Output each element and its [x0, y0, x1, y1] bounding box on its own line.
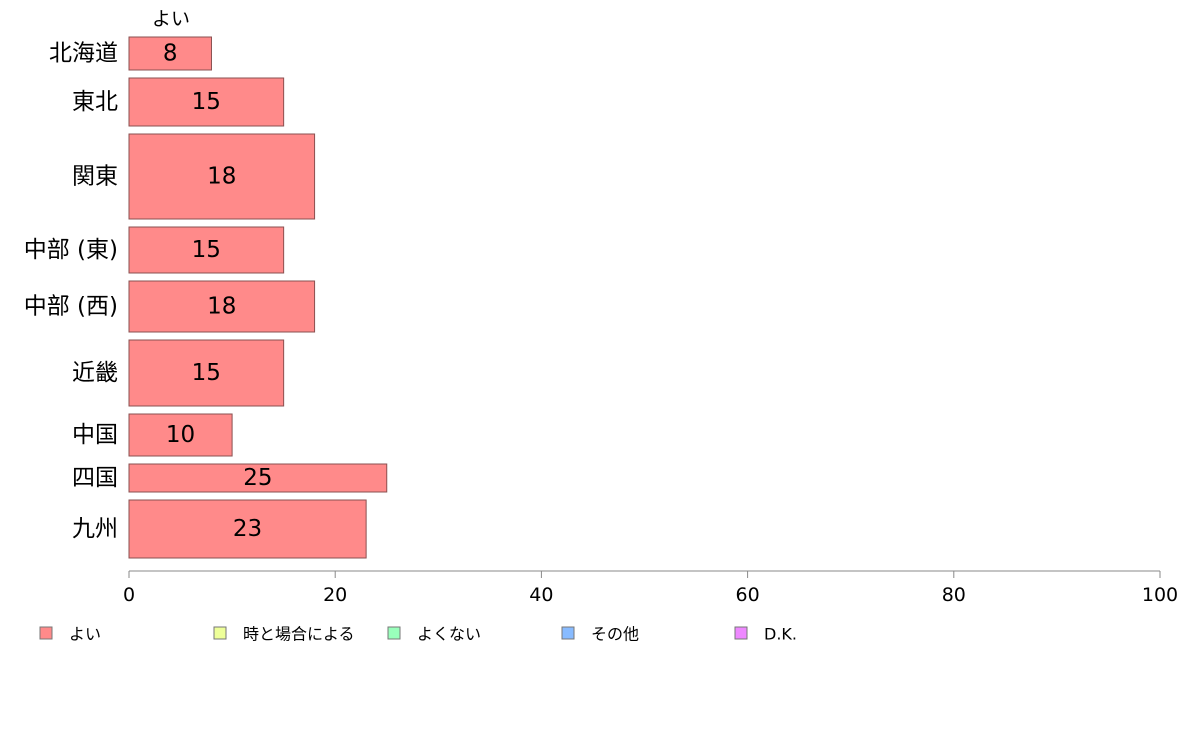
- legend-swatch: [734, 626, 748, 640]
- bar-segment: [128, 499, 367, 559]
- bar-segment: [128, 226, 285, 274]
- legend-swatch: [561, 626, 575, 640]
- category-label: 九州: [72, 516, 118, 542]
- series-top-label: よい: [152, 8, 190, 30]
- bars-layer: 北海道 8 東北 15 関東 18 中部 (東) 15 中部 (西) 18 近畿 15 中国 10 四国 25…: [24, 36, 388, 559]
- category-label: 四国: [72, 465, 118, 491]
- x-tick-label: 100: [1142, 584, 1178, 606]
- x-tick-label: 20: [323, 584, 347, 606]
- legend-label: D.K.: [764, 625, 797, 644]
- x-tick-label: 40: [529, 584, 553, 606]
- bar-segment: [128, 77, 285, 127]
- category-label: 中国: [72, 422, 118, 448]
- bar-segment: [128, 280, 316, 333]
- legend-label: 時と場合による: [243, 625, 355, 644]
- x-tick-label: 80: [942, 584, 966, 606]
- bar-segment: [128, 339, 285, 407]
- category-label: 中部 (東): [24, 237, 118, 263]
- legend-swatch: [213, 626, 227, 640]
- bar-value-label: 23: [233, 516, 262, 542]
- x-tick-label: 0: [123, 584, 135, 606]
- category-label: 東北: [72, 89, 118, 115]
- legend-swatch: [387, 626, 401, 640]
- x-tick-label: 60: [736, 584, 760, 606]
- legend: よい 時と場合による よくない その他 D.K.: [39, 625, 797, 644]
- bar-value-label: 8: [163, 41, 178, 67]
- category-label: 北海道: [49, 41, 118, 67]
- legend-label: その他: [591, 625, 639, 644]
- bar-value-label: 15: [192, 360, 221, 386]
- bar-value-label: 25: [243, 465, 272, 491]
- bar-value-label: 10: [166, 422, 195, 448]
- bar-value-label: 18: [207, 294, 236, 320]
- bar-value-label: 15: [192, 237, 221, 263]
- bar-segment: [128, 463, 388, 493]
- legend-label: よい: [69, 625, 101, 644]
- bar-segment: [128, 413, 233, 457]
- bar-segment: [128, 36, 212, 71]
- category-label: 近畿: [72, 360, 118, 386]
- category-label: 中部 (西): [24, 294, 118, 320]
- legend-label: よくない: [417, 625, 481, 644]
- category-label: 関東: [72, 164, 118, 190]
- bar-segment: [128, 133, 316, 220]
- legend-swatch: [39, 626, 53, 640]
- bar-value-label: 18: [207, 164, 236, 190]
- x-axis: 0 20 40 60 80 100: [123, 570, 1178, 606]
- bar-value-label: 15: [192, 89, 221, 115]
